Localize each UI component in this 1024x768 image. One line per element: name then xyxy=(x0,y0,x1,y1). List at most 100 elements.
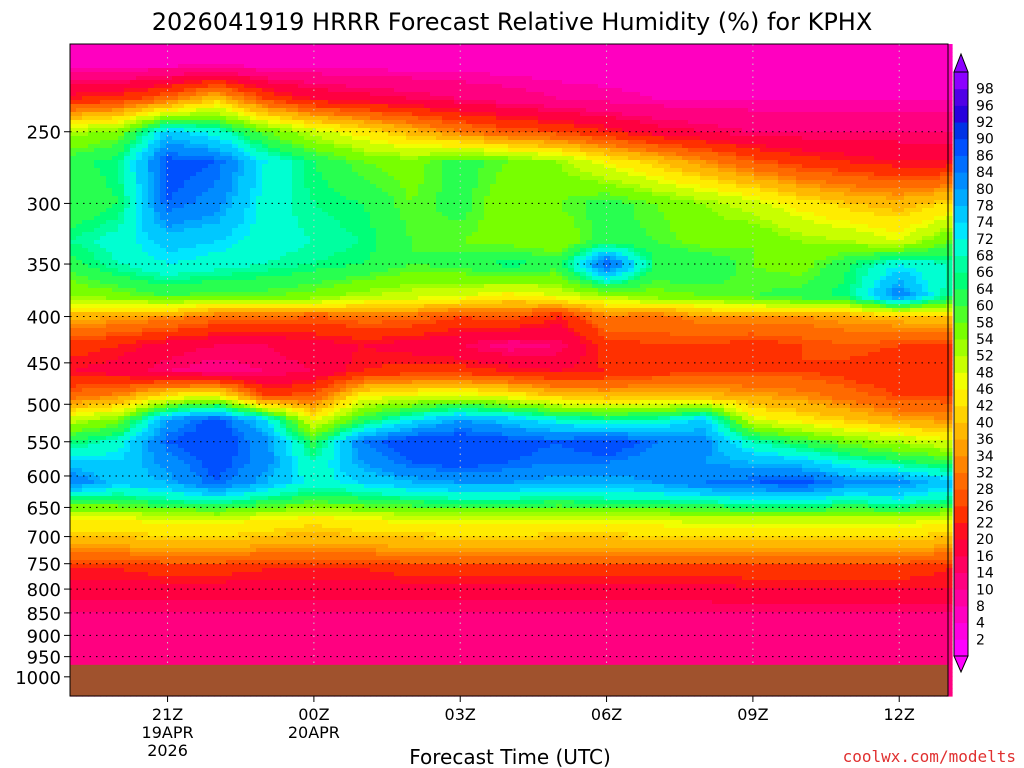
heatmap-cell xyxy=(448,92,455,97)
heatmap-cell xyxy=(262,136,269,141)
heatmap-cell xyxy=(202,60,209,65)
heatmap-cell xyxy=(124,72,131,77)
heatmap-cell xyxy=(742,116,749,121)
heatmap-cell xyxy=(250,96,257,101)
heatmap-cell xyxy=(94,60,101,65)
heatmap-cell xyxy=(766,116,773,121)
heatmap-cell xyxy=(514,64,521,69)
heatmap-cell xyxy=(814,88,821,93)
heatmap-cell xyxy=(718,164,725,169)
heatmap-cell xyxy=(688,92,695,97)
heatmap-cell xyxy=(184,80,191,85)
heatmap-cell xyxy=(790,128,797,133)
heatmap-cell xyxy=(592,60,599,65)
heatmap-cell xyxy=(916,108,923,113)
heatmap-cell xyxy=(292,148,299,153)
heatmap-cell xyxy=(214,60,221,65)
heatmap-cell xyxy=(190,132,197,137)
heatmap-cell xyxy=(676,112,683,117)
heatmap-cell xyxy=(268,60,275,65)
heatmap-cell xyxy=(760,60,767,65)
heatmap-cell xyxy=(658,120,665,125)
heatmap-cell xyxy=(682,72,689,77)
heatmap-cell xyxy=(808,112,815,117)
heatmap-cell xyxy=(244,136,251,141)
heatmap-cell xyxy=(718,108,725,113)
heatmap-cell xyxy=(388,112,395,117)
heatmap-cell xyxy=(730,76,737,81)
heatmap-cell xyxy=(172,172,179,177)
heatmap-cell xyxy=(808,156,815,161)
heatmap-cell xyxy=(898,112,905,117)
heatmap-cell xyxy=(646,92,653,97)
heatmap-cell xyxy=(424,68,431,73)
heatmap-cell xyxy=(868,160,875,165)
heatmap-cell xyxy=(544,164,551,169)
heatmap-cell xyxy=(442,52,449,57)
heatmap-cell xyxy=(322,144,329,149)
heatmap-cell xyxy=(478,156,485,161)
heatmap-cell xyxy=(454,100,461,105)
heatmap-cell xyxy=(316,120,323,125)
heatmap-cell xyxy=(82,176,89,181)
heatmap-cell xyxy=(934,176,941,181)
heatmap-cell xyxy=(166,68,173,73)
heatmap-cell xyxy=(406,104,413,109)
heatmap-cell xyxy=(796,68,803,73)
heatmap-cell xyxy=(316,96,323,101)
heatmap-cell xyxy=(526,160,533,165)
heatmap-cell xyxy=(256,100,263,105)
heatmap-cell xyxy=(658,128,665,133)
heatmap-cell xyxy=(724,108,731,113)
heatmap-cell xyxy=(790,72,797,77)
heatmap-cell xyxy=(304,164,311,169)
heatmap-cell xyxy=(382,176,389,181)
heatmap-cell xyxy=(400,80,407,85)
heatmap-cell xyxy=(664,164,671,169)
heatmap-cell xyxy=(748,68,755,73)
heatmap-cell xyxy=(256,60,263,65)
heatmap-cell xyxy=(688,136,695,141)
heatmap-cell xyxy=(388,76,395,81)
heatmap-cell xyxy=(376,60,383,65)
heatmap-cell xyxy=(304,116,311,121)
heatmap-cell xyxy=(244,112,251,117)
heatmap-cell xyxy=(256,168,263,173)
heatmap-cell xyxy=(388,60,395,65)
heatmap-cell xyxy=(406,136,413,141)
heatmap-cell xyxy=(418,152,425,157)
heatmap-cell xyxy=(892,72,899,77)
heatmap-cell xyxy=(160,68,167,73)
heatmap-cell xyxy=(544,56,551,61)
heatmap-cell xyxy=(382,56,389,61)
heatmap-cell xyxy=(904,92,911,97)
heatmap-cell xyxy=(700,144,707,149)
heatmap-cell xyxy=(622,172,629,177)
heatmap-cell xyxy=(190,92,197,97)
heatmap-cell xyxy=(670,68,677,73)
heatmap-cell xyxy=(154,136,161,141)
heatmap-cell xyxy=(214,164,221,169)
heatmap-cell xyxy=(730,100,737,105)
heatmap-cell xyxy=(166,72,173,77)
heatmap-cell xyxy=(616,88,623,93)
heatmap-cell xyxy=(454,112,461,117)
heatmap-cell xyxy=(94,92,101,97)
heatmap-cell xyxy=(676,48,683,53)
heatmap-cell xyxy=(568,144,575,149)
heatmap-cell xyxy=(910,152,917,157)
heatmap-cell xyxy=(166,56,173,61)
heatmap-cell xyxy=(178,56,185,61)
heatmap-cell xyxy=(376,56,383,61)
heatmap-cell xyxy=(694,148,701,153)
heatmap-cell xyxy=(724,160,731,165)
heatmap-cell xyxy=(100,164,107,169)
heatmap-cell xyxy=(850,152,857,157)
heatmap-cell xyxy=(676,76,683,81)
heatmap-cell xyxy=(100,128,107,133)
heatmap-cell xyxy=(196,152,203,157)
heatmap-cell xyxy=(838,116,845,121)
heatmap-cell xyxy=(640,100,647,105)
heatmap-cell xyxy=(640,128,647,133)
heatmap-cell xyxy=(358,148,365,153)
